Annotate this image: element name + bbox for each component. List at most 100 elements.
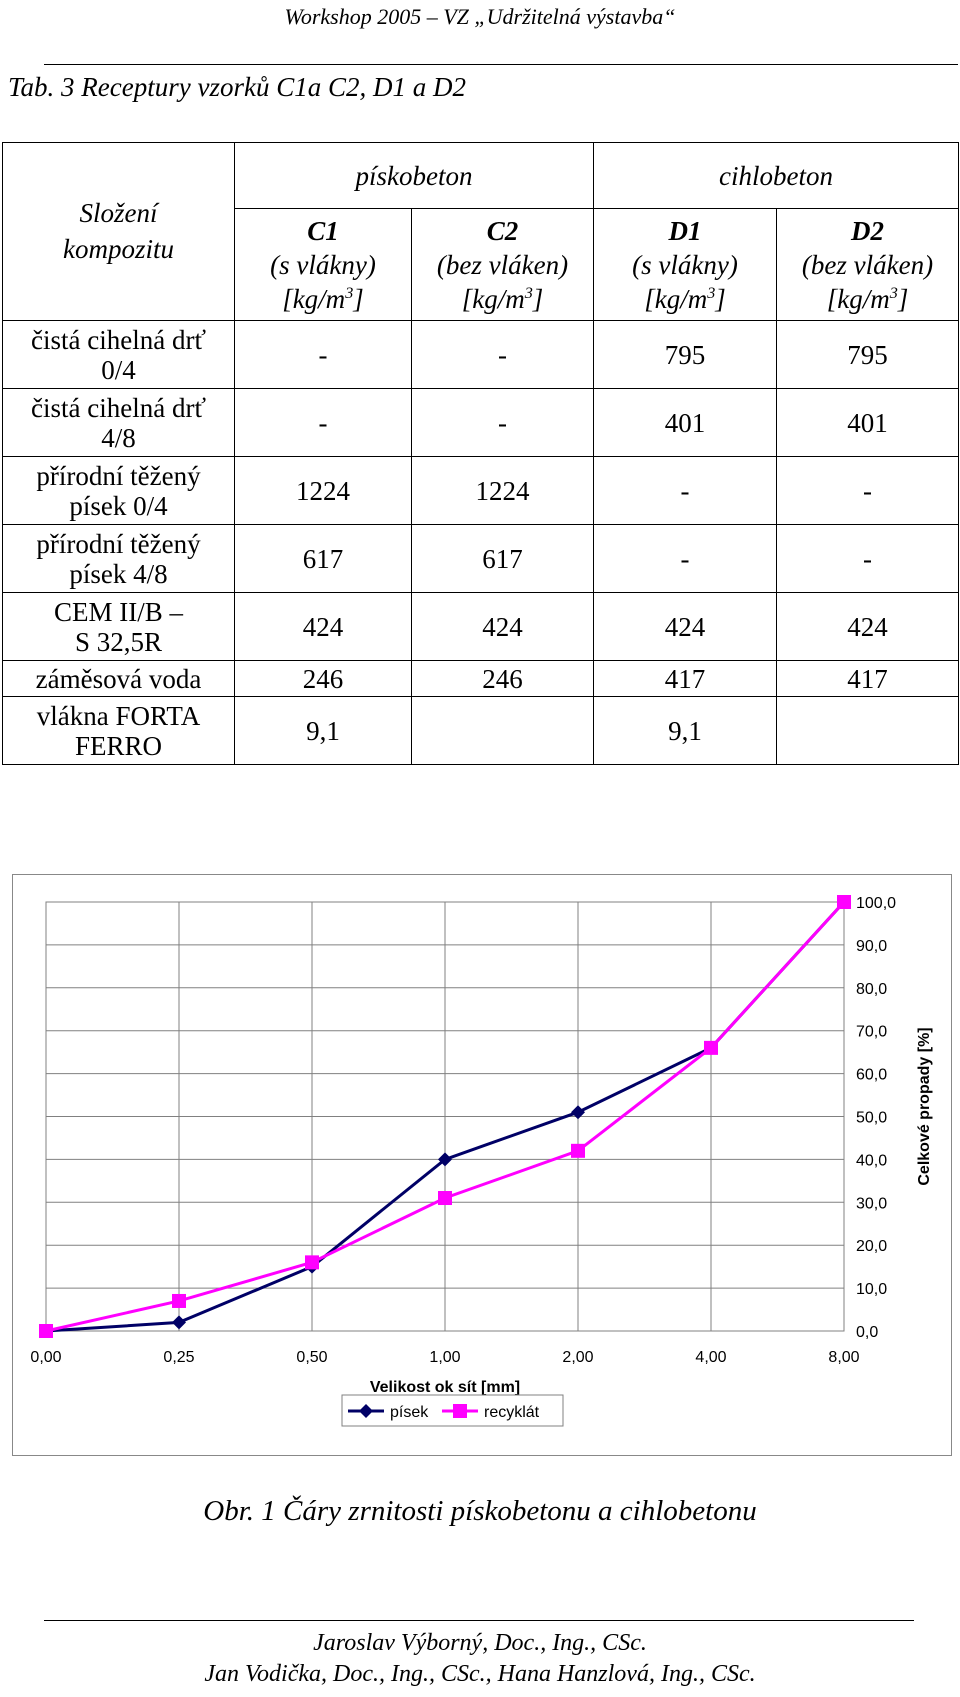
table-cell: 246: [234, 660, 412, 697]
table-cell: -: [593, 524, 778, 593]
data-point-recyklát: [438, 1191, 452, 1206]
row-label: přírodní těžený písek 0/4: [2, 456, 235, 525]
column-note: (s vlákny): [270, 249, 376, 280]
x-axis-label: Velikost ok sít [mm]: [370, 1379, 520, 1396]
table-row: čistá cihelná drť 4/8- -401 401: [2, 388, 960, 457]
row-label: přírodní těžený písek 4/8: [2, 524, 235, 593]
table-cell: 424: [593, 592, 778, 661]
table-row: čistá cihelná drť 0/4- -795 795: [2, 320, 960, 389]
table-cell: 417: [776, 660, 960, 697]
table-cell: 9,1: [593, 696, 778, 765]
x-tick-label: 4,00: [695, 1349, 726, 1366]
running-header: Workshop 2005 – VZ „Udržitelná výstavba“: [284, 4, 676, 29]
row-label: čistá cihelná drť 4/8: [2, 388, 235, 457]
x-tick-label: 0,00: [30, 1349, 61, 1366]
table-row: přírodní těžený písek 4/8 617 617- -: [2, 524, 960, 593]
x-tick-label: 0,25: [163, 1349, 194, 1366]
y-tick-label: 20,0: [856, 1238, 887, 1255]
y-axis-label: Celkové propady [%]: [916, 1027, 933, 1185]
table-cell: 9,1: [234, 696, 412, 765]
y-tick-label: 90,0: [856, 938, 887, 955]
table-cell: 246: [410, 660, 595, 697]
column-header-d1: D1 (s vlákny) [kg/m3]: [593, 208, 778, 321]
data-point-písek: [359, 1404, 373, 1418]
x-tick-label: 1,00: [429, 1349, 460, 1366]
y-tick-label: 10,0: [856, 1281, 887, 1298]
table-cell: 1224: [410, 456, 595, 525]
column-code: C1: [307, 215, 339, 246]
data-point-recyklát: [305, 1255, 319, 1270]
table-cell: 401: [593, 388, 778, 457]
footer-rule: [44, 1620, 914, 1621]
table-cell: -: [410, 388, 595, 457]
column-code: D2: [851, 215, 885, 246]
y-tick-label: 60,0: [856, 1067, 887, 1084]
table-cell: 424: [776, 592, 960, 661]
column-header-c1: C1 (s vlákny) [kg/m3]: [234, 208, 412, 321]
row-label: vlákna FORTA FERRO: [2, 696, 235, 765]
y-tick-label: 0,0: [856, 1324, 878, 1341]
corner-label-line2: kompozitu: [63, 234, 174, 264]
footer-author-1: Jaroslav Výborný, Doc., Ing., CSc.: [313, 1630, 647, 1656]
column-code: D1: [668, 215, 702, 246]
table-cell: -: [776, 524, 960, 593]
y-tick-label: 70,0: [856, 1024, 887, 1041]
sieve-chart: 0,0 10,0 20,0 30,0 40,0 50,0 60,0 70,0 80,0 90,0 1…: [12, 874, 952, 1456]
y-tick-label: 50,0: [856, 1110, 887, 1127]
chart-svg: 0,0 10,0 20,0 30,0 40,0 50,0 60,0 70,0 80,0 90,0 1…: [30, 895, 933, 1427]
table-cell: -: [234, 320, 412, 389]
data-point-recyklát: [39, 1324, 53, 1338]
column-note: (bez vláken): [801, 249, 934, 280]
y-tick-label: 100,0: [856, 895, 896, 912]
data-point-písek: [438, 1152, 452, 1167]
data-point-recyklát: [571, 1143, 585, 1158]
table-row: přírodní těžený písek 0/4 1224 1224- -: [2, 456, 960, 525]
group-header-piskobeton: pískobeton: [233, 142, 595, 209]
column-header-c2: C2 (bez vláken) [kg/m3]: [410, 208, 595, 321]
group-header-cihlobeton: cihlobeton: [593, 142, 960, 209]
table-cell: 417: [593, 660, 778, 697]
data-point-písek: [571, 1105, 585, 1120]
table-cell: -: [234, 388, 412, 457]
table-cell: 1224: [234, 456, 412, 525]
row-label: záměsová voda: [2, 660, 235, 697]
footer-author-2: Jan Vodička, Doc., Ing., CSc., Hana Hanz…: [204, 1661, 756, 1687]
column-code: C2: [486, 215, 519, 246]
legend-label: recyklát: [484, 1404, 540, 1421]
column-note: (bez vláken): [436, 249, 569, 280]
y-tick-label: 30,0: [856, 1195, 887, 1212]
figure-caption: Obr. 1 Čáry zrnitosti pískobetonu a cihl…: [203, 1495, 757, 1527]
corner-header: Složení kompozitu: [2, 142, 235, 321]
table-cell: 424: [410, 592, 595, 661]
table-row: CEM II/B – S 32,5R 424 424 424 424: [2, 592, 960, 661]
column-unit: [kg/m3]: [282, 283, 364, 314]
legend-label: písek: [390, 1404, 429, 1421]
y-tick-label: 40,0: [856, 1152, 887, 1169]
table-cell: 795: [593, 320, 778, 389]
corner-label-line1: Složení: [79, 198, 158, 228]
data-point-recyklát: [453, 1404, 467, 1418]
recipe-table: Složení kompozitu pískobeton cihlobeton …: [2, 142, 960, 765]
header-rule: [44, 64, 958, 65]
table-row: záměsová voda 246 246 417 417: [2, 660, 960, 697]
table-cell: 617: [410, 524, 595, 593]
table-cell: 424: [234, 592, 412, 661]
table-cell: [776, 696, 960, 765]
column-unit: [kg/m3]: [461, 283, 544, 314]
data-point-písek: [172, 1315, 186, 1330]
column-unit: [kg/m3]: [826, 283, 909, 314]
table-cell: 401: [776, 388, 960, 457]
table-cell: -: [776, 456, 960, 525]
table-cell: -: [593, 456, 778, 525]
table-cell: 617: [234, 524, 412, 593]
table-cell: 795: [776, 320, 960, 389]
data-point-recyklát: [704, 1040, 718, 1055]
column-unit: [kg/m3]: [644, 283, 726, 314]
data-point-recyklát: [172, 1293, 186, 1308]
x-tick-label: 8,00: [828, 1349, 859, 1366]
row-label: CEM II/B – S 32,5R: [2, 592, 235, 661]
data-point-recyklát: [837, 895, 851, 909]
table-row: vlákna FORTA FERRO 9,1 9,1: [2, 696, 960, 765]
column-note: (s vlákny): [632, 249, 738, 280]
table-cell: -: [410, 320, 595, 389]
